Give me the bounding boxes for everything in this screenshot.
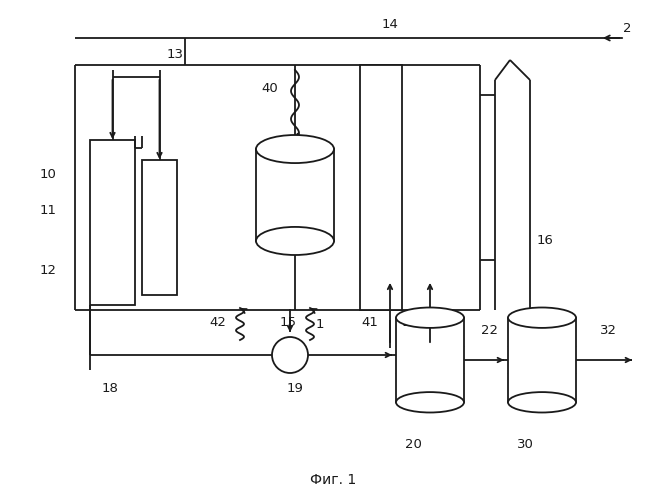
Ellipse shape <box>256 135 334 163</box>
Text: 42: 42 <box>210 316 226 328</box>
Text: 19: 19 <box>286 382 304 394</box>
Bar <box>142 160 177 295</box>
Text: 10: 10 <box>39 168 57 181</box>
Bar <box>90 140 135 305</box>
Bar <box>256 149 334 241</box>
Text: Фиг. 1: Фиг. 1 <box>310 473 356 487</box>
Text: 17: 17 <box>402 316 418 328</box>
Text: 12: 12 <box>39 264 57 276</box>
Text: 32: 32 <box>599 324 617 336</box>
Bar <box>360 65 402 310</box>
Text: 11: 11 <box>39 204 57 216</box>
Bar <box>508 318 576 402</box>
Text: 20: 20 <box>404 438 422 452</box>
Text: 14: 14 <box>382 18 398 32</box>
Ellipse shape <box>396 392 464 412</box>
Circle shape <box>272 337 308 373</box>
Text: 30: 30 <box>517 438 533 452</box>
Ellipse shape <box>396 308 464 328</box>
Text: 1: 1 <box>316 318 324 332</box>
Text: 2: 2 <box>623 22 631 35</box>
Text: 18: 18 <box>101 382 119 394</box>
Text: 40: 40 <box>262 82 278 94</box>
Text: 15: 15 <box>280 316 296 328</box>
Ellipse shape <box>256 227 334 255</box>
Text: 13: 13 <box>166 48 184 62</box>
Ellipse shape <box>508 308 576 328</box>
Text: 41: 41 <box>362 316 378 328</box>
Text: 22: 22 <box>482 324 498 336</box>
Ellipse shape <box>508 392 576 412</box>
Text: 16: 16 <box>537 234 553 246</box>
Bar <box>396 318 464 402</box>
